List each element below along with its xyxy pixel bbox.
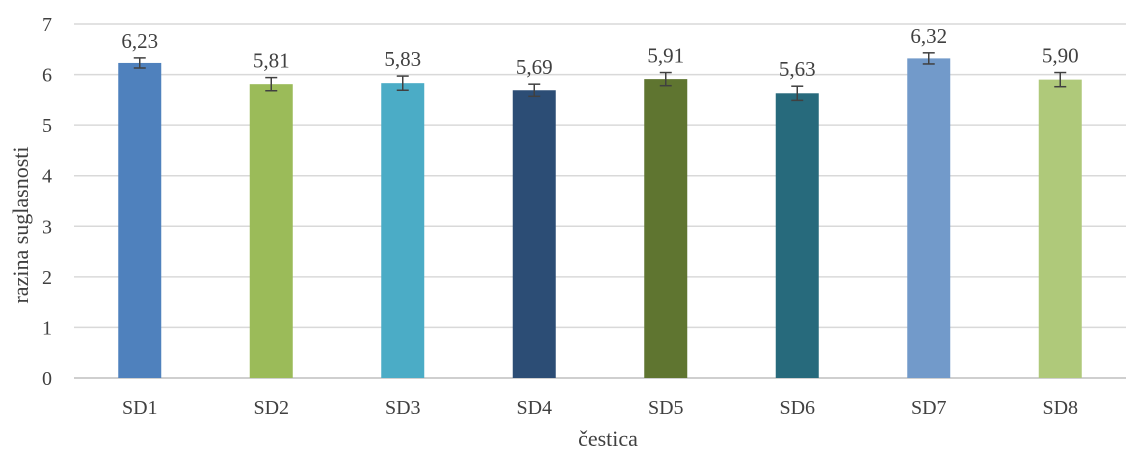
data-label: 5,83 bbox=[384, 47, 421, 71]
bar bbox=[381, 83, 425, 378]
x-tick-label: SD6 bbox=[779, 397, 815, 419]
x-tick-label: SD3 bbox=[385, 397, 421, 419]
data-label: 6,23 bbox=[121, 29, 158, 53]
y-tick-label: 1 bbox=[42, 317, 52, 339]
bar bbox=[118, 62, 162, 378]
data-label: 5,90 bbox=[1042, 44, 1079, 68]
data-label: 5,91 bbox=[647, 44, 684, 68]
gridlines bbox=[74, 23, 1126, 379]
x-axis-title: čestica bbox=[578, 426, 638, 451]
y-tick-label: 6 bbox=[42, 65, 52, 87]
data-label: 5,81 bbox=[253, 49, 290, 73]
data-labels: 6,23 5,81 5,83 5,69 5,91 5,63 6,32 5,90 bbox=[121, 24, 1078, 81]
y-tick-label: 3 bbox=[42, 216, 52, 238]
y-tick-label: 2 bbox=[42, 267, 52, 289]
y-tick-label: 0 bbox=[42, 368, 52, 390]
y-tick-label: 4 bbox=[42, 166, 52, 188]
data-label: 6,32 bbox=[910, 24, 947, 48]
y-axis-title: razina suglasnosti bbox=[8, 146, 33, 303]
y-tick-label: 5 bbox=[42, 115, 52, 137]
x-tick-label: SD7 bbox=[911, 397, 947, 419]
x-tick-label: SD8 bbox=[1042, 397, 1078, 419]
x-tick-label: SD1 bbox=[122, 397, 158, 419]
data-label: 5,69 bbox=[516, 55, 553, 79]
x-tick-label: SD5 bbox=[648, 397, 684, 419]
data-label: 5,63 bbox=[779, 57, 816, 81]
y-tick-label: 7 bbox=[42, 14, 52, 36]
bar bbox=[907, 58, 951, 378]
x-tick-label: SD4 bbox=[516, 397, 552, 419]
x-tick-label: SD2 bbox=[253, 397, 289, 419]
bars bbox=[118, 58, 1082, 379]
bar bbox=[512, 90, 556, 379]
y-tick-labels: 0 1 2 3 4 5 6 7 bbox=[42, 14, 52, 390]
bar bbox=[644, 79, 688, 378]
x-tick-labels: SD1 SD2 SD3 SD4 SD5 SD6 SD7 SD8 bbox=[122, 397, 1078, 419]
bar bbox=[249, 84, 293, 379]
bar bbox=[1038, 79, 1082, 378]
error-bars bbox=[133, 52, 1067, 102]
bar bbox=[775, 93, 819, 378]
